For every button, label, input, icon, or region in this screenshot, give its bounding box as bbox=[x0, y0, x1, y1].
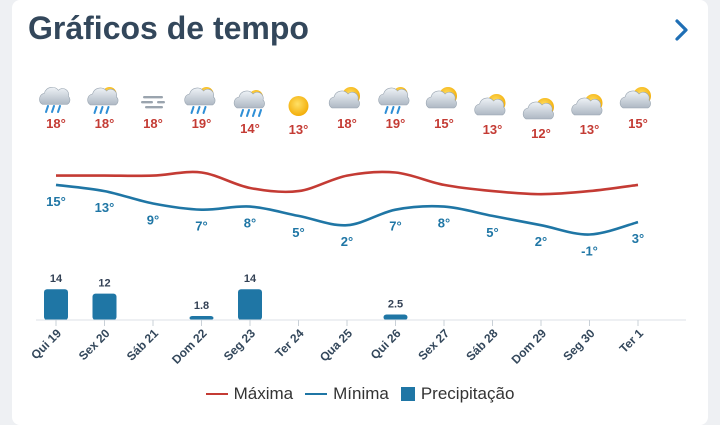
precip-label: 1.8 bbox=[194, 300, 209, 312]
max-temp-label: 15° bbox=[434, 116, 454, 131]
legend-precip-label: Precipitação bbox=[420, 384, 515, 403]
weather-charts-card: Gráficos de tempo 18° 18° 18° 19° 14° 13° 18° 1… bbox=[12, 0, 708, 425]
max-temp-label: 18° bbox=[95, 116, 115, 131]
fog-icon bbox=[141, 96, 165, 109]
chevron-right-icon[interactable] bbox=[672, 18, 692, 42]
x-tick-label: Dom 22 bbox=[169, 326, 210, 367]
x-tick-label: Dom 29 bbox=[509, 326, 550, 367]
min-temp-label: 7° bbox=[389, 219, 401, 234]
partly-sunny-rain-icon bbox=[87, 87, 119, 114]
min-temp-label: 13° bbox=[95, 200, 115, 215]
max-temp-label: 19° bbox=[386, 116, 406, 131]
rain-cloud-icon bbox=[39, 87, 71, 113]
x-tick-label: Ter 24 bbox=[272, 326, 307, 361]
max-temp-label: 13° bbox=[289, 122, 309, 137]
x-tick-label: Ter 1 bbox=[617, 326, 647, 356]
min-temp-label: 8° bbox=[438, 216, 450, 231]
legend-item-min: Mínima bbox=[305, 384, 389, 404]
sun-icon bbox=[288, 96, 309, 116]
max-temp-label: 18° bbox=[337, 116, 357, 131]
legend-max-label: Máxima bbox=[233, 384, 294, 403]
x-tick-label: Seg 23 bbox=[221, 326, 258, 363]
x-tick-label: Sáb 21 bbox=[124, 326, 161, 363]
legend-min-swatch bbox=[305, 393, 328, 395]
page-title: Gráficos de tempo bbox=[28, 10, 309, 46]
x-tick-label: Sex 20 bbox=[76, 326, 113, 363]
precip-bar bbox=[189, 316, 214, 320]
partly-cloudy-icon bbox=[522, 98, 554, 120]
partly-cloudy-icon bbox=[328, 87, 360, 109]
x-tick-label: Qui 19 bbox=[28, 326, 64, 362]
min-temp-label: 8° bbox=[244, 216, 256, 231]
min-temp-label: 7° bbox=[195, 219, 207, 234]
max-temp-label: 19° bbox=[192, 116, 212, 131]
partly-cloudy-icon bbox=[571, 94, 603, 116]
x-tick-label: Qua 25 bbox=[317, 326, 355, 364]
legend-min-label: Mínima bbox=[333, 384, 389, 403]
precip-label: 14 bbox=[244, 273, 257, 285]
x-tick-label: Sáb 28 bbox=[463, 326, 500, 363]
legend-precip-swatch bbox=[400, 387, 415, 401]
partly-cloudy-icon bbox=[619, 87, 651, 109]
x-tick-label: Seg 30 bbox=[560, 326, 597, 363]
min-temp-label: 15° bbox=[46, 194, 66, 209]
precip-bar bbox=[92, 293, 117, 320]
max-temp-label: 18° bbox=[46, 116, 66, 131]
precip-label: 14 bbox=[50, 273, 63, 285]
weather-chart: 18° 18° 18° 19° 14° 13° 18° 19° 15° 13° 12° 13° 15° 1… bbox=[28, 87, 686, 367]
max-temp-label: 15° bbox=[628, 116, 648, 131]
x-tick-label: Qui 26 bbox=[368, 326, 404, 362]
max-temp-label: 13° bbox=[580, 122, 600, 137]
max-temp-label: 18° bbox=[143, 116, 163, 131]
min-temp-label: 3° bbox=[632, 231, 644, 246]
min-temp-label: -1° bbox=[581, 244, 598, 259]
min-temp-label: 5° bbox=[486, 225, 498, 240]
chart-legend: Máxima Mínima Precipitação bbox=[12, 384, 708, 404]
partly-sunny-rain-icon bbox=[184, 87, 216, 114]
partly-cloudy-icon bbox=[425, 87, 457, 109]
min-temp-label: 2° bbox=[535, 234, 547, 249]
x-tick-label: Sex 27 bbox=[415, 326, 452, 363]
max-temp-label: 13° bbox=[483, 122, 503, 137]
max-temp-label: 14° bbox=[240, 121, 260, 136]
legend-max-swatch bbox=[205, 393, 228, 395]
min-temp-label: 5° bbox=[292, 225, 304, 240]
precip-bar bbox=[238, 289, 262, 320]
min-temp-line bbox=[55, 183, 639, 236]
max-temp-label: 12° bbox=[531, 126, 551, 141]
legend-item-precip: Precipitação bbox=[400, 384, 515, 404]
precip-bar bbox=[383, 314, 408, 320]
partly-sunny-heavy-rain-icon bbox=[233, 90, 265, 117]
min-temp-label: 2° bbox=[341, 234, 353, 249]
min-temp-label: 9° bbox=[147, 213, 159, 228]
max-temp-line bbox=[56, 170, 639, 196]
legend-item-max: Máxima bbox=[205, 384, 294, 404]
partly-sunny-rain-icon bbox=[378, 87, 410, 114]
partly-cloudy-icon bbox=[474, 94, 506, 116]
precip-label: 2.5 bbox=[388, 299, 403, 311]
precip-label: 12 bbox=[98, 278, 110, 290]
precip-bar bbox=[44, 289, 68, 320]
